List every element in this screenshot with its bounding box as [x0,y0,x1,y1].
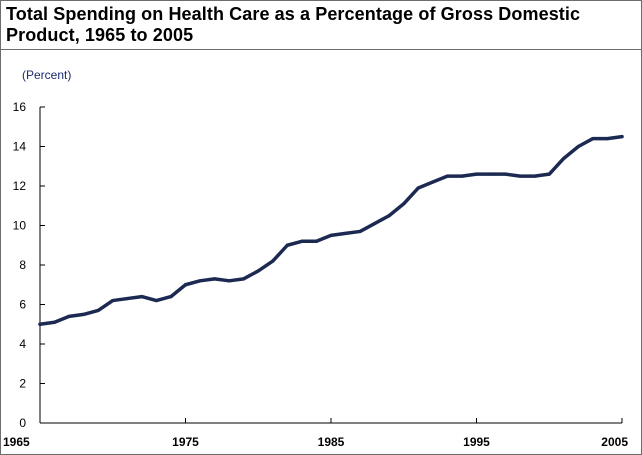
y-tick-label: 4 [19,337,26,351]
axes [39,107,622,424]
data-point [256,269,260,273]
data-point [387,214,391,218]
chart-title-line-2: Product, 1965 to 2005 [6,25,194,45]
data-point [373,221,377,226]
data-point [605,137,610,141]
data-point [96,308,100,313]
y-tick-label: 14 [13,140,27,154]
data-point [431,180,435,184]
y-tick-label: 10 [13,219,27,233]
data-point [314,239,319,243]
data-point [460,174,464,178]
data-point [82,312,86,316]
data-point [474,172,479,176]
chart-title: Total Spending on Health Care as a Perce… [1,1,641,48]
data-point [169,295,173,299]
y-tick-label: 16 [13,100,27,114]
data-point [562,156,566,160]
data-point [402,202,406,206]
y-tick-label: 0 [19,416,26,430]
data-point [38,322,42,326]
data-point [183,283,188,287]
axis-ticks: 0 2 4 6 8 10 12 14 16 1965 1975 1985 1995 2005 [3,100,628,449]
y-tick-label: 12 [13,179,27,193]
x-tick-label: 1975 [172,435,199,449]
data-point [213,277,217,281]
data-point [300,239,304,243]
y-tick-label: 8 [19,258,26,272]
data-point [620,135,624,139]
y-tick-label: 6 [19,298,26,312]
data-point [343,231,348,235]
data-point [445,174,449,178]
data-point [591,137,595,141]
data-point [154,298,158,303]
chart-title-line-1: Total Spending on Health Care as a Perce… [6,4,581,24]
x-tick-label: 1995 [463,435,490,449]
data-point [285,243,289,247]
series-layer [38,134,624,326]
data-point [533,174,537,178]
y-unit-label: (Percent) [22,68,72,82]
data-point [504,172,508,176]
series-line [38,134,624,326]
data-point [329,233,333,237]
data-point [416,186,420,190]
data-point [111,298,115,303]
data-point [518,174,522,178]
data-point [52,320,57,324]
x-tick-label: 2005 [601,435,628,449]
data-point [489,172,493,176]
data-point [198,279,202,283]
data-point [140,295,144,299]
data-point [242,277,246,281]
data-point [271,259,275,263]
title-divider [1,49,641,50]
data-point [125,296,129,301]
data-point [547,172,551,176]
x-tick-label: 1965 [3,435,30,449]
y-tick-label: 2 [19,377,26,391]
data-point [358,229,362,234]
data-point [227,279,231,283]
x-tick-label: 1985 [318,435,345,449]
data-point [67,314,71,318]
data-point [576,144,580,149]
